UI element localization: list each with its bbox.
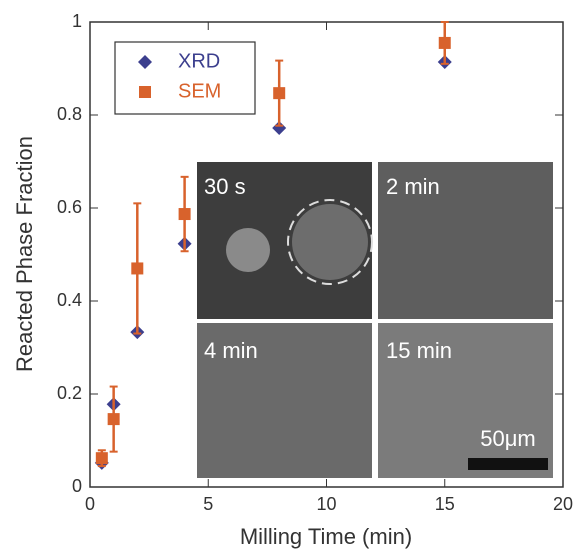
legend-marker bbox=[139, 86, 151, 98]
legend-label: XRD bbox=[178, 50, 220, 72]
highlight-circle bbox=[287, 199, 373, 285]
micrograph-feature bbox=[226, 228, 270, 272]
x-tick-label: 10 bbox=[316, 494, 336, 514]
scale-label: 50μm bbox=[480, 426, 535, 451]
y-tick-label: 0.2 bbox=[57, 383, 82, 403]
legend-label: SEM bbox=[178, 80, 221, 102]
y-tick-label: 0 bbox=[72, 476, 82, 496]
micrograph bbox=[378, 323, 553, 478]
y-tick-label: 1 bbox=[72, 11, 82, 31]
x-tick-label: 15 bbox=[435, 494, 455, 514]
legend bbox=[114, 41, 256, 115]
micrograph bbox=[197, 323, 372, 478]
inset-label: 2 min bbox=[386, 174, 440, 199]
legend-marker bbox=[138, 55, 152, 69]
inset-label: 15 min bbox=[386, 338, 452, 363]
x-tick-label: 20 bbox=[553, 494, 573, 514]
inset-label: 30 s bbox=[204, 174, 246, 199]
y-tick-label: 0.4 bbox=[57, 290, 82, 310]
scale-bar bbox=[468, 458, 548, 470]
y-tick-label: 0.6 bbox=[57, 197, 82, 217]
micrograph bbox=[378, 162, 553, 319]
x-axis-label: Milling Time (min) bbox=[240, 524, 412, 549]
y-tick-label: 0.8 bbox=[57, 104, 82, 124]
point bbox=[178, 208, 191, 221]
point bbox=[95, 452, 108, 465]
x-tick-label: 0 bbox=[85, 494, 95, 514]
point bbox=[107, 413, 120, 426]
point bbox=[438, 36, 451, 49]
x-tick-label: 5 bbox=[203, 494, 213, 514]
inset-micrographs: 30 s 2 min 4 min 15 min 50μm bbox=[197, 162, 553, 478]
point bbox=[131, 262, 144, 275]
point bbox=[273, 87, 286, 100]
point bbox=[272, 121, 287, 136]
inset-label: 4 min bbox=[204, 338, 258, 363]
micrograph-feature bbox=[292, 204, 368, 280]
y-axis-label: Reacted Phase Fraction bbox=[12, 136, 37, 372]
